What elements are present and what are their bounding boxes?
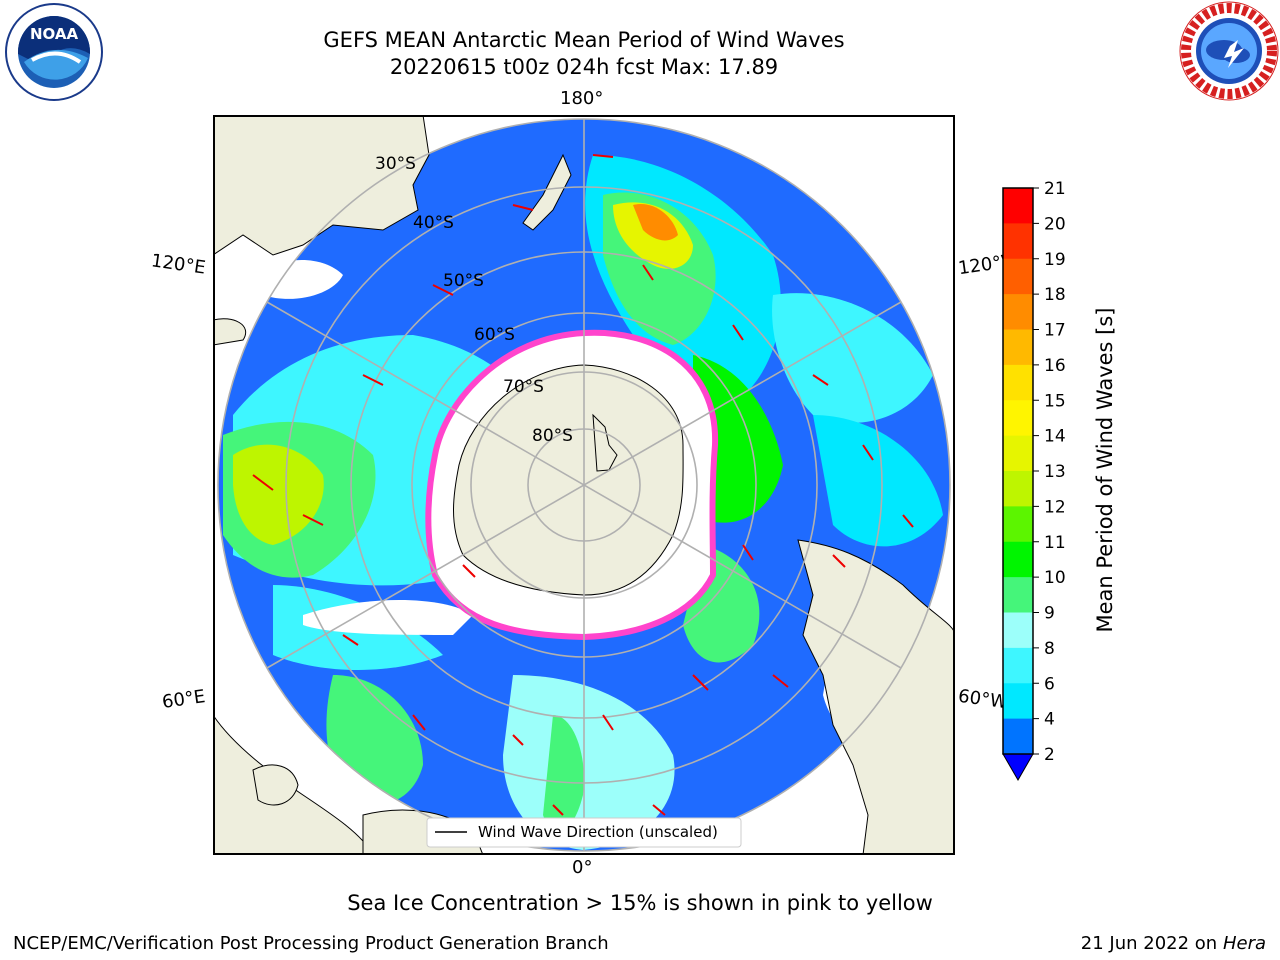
- colorbar-tick-label: 11: [1044, 533, 1066, 553]
- lat-label-70s: 70°S: [503, 377, 544, 397]
- colorbar-band: [1003, 577, 1033, 613]
- colorbar-tick-label: 19: [1044, 250, 1066, 270]
- colorbar-band: [1003, 506, 1033, 543]
- colorbar-tick-label: 16: [1044, 356, 1066, 376]
- chart-title: GEFS MEAN Antarctic Mean Period of Wind …: [323, 28, 845, 52]
- colorbar-band: [1003, 188, 1033, 224]
- colorbar-tick-label: 4: [1044, 710, 1055, 730]
- colorbar-extend-arrow: [1002, 753, 1034, 782]
- colorbar-tick-label: 20: [1044, 214, 1066, 234]
- colorbar-band: [1003, 364, 1033, 401]
- chart-subtitle: 20220615 t00z 024h fcst Max: 17.89: [389, 55, 779, 79]
- colorbar-tick-label: 18: [1044, 285, 1066, 305]
- colorbar-band: [1003, 258, 1033, 295]
- footer-host: Hera: [1222, 933, 1266, 954]
- footer-left: NCEP/EMC/Verification Post Processing Pr…: [13, 933, 609, 954]
- map-frame: [213, 115, 955, 855]
- map-legend: Wind Wave Direction (unscaled): [426, 817, 742, 848]
- colorbar-band: [1003, 223, 1033, 260]
- colorbar-tick-label: 13: [1044, 462, 1066, 482]
- lat-label-60s: 60°S: [474, 325, 515, 345]
- colorbar-label: Mean Period of Wind Waves [s]: [1093, 308, 1117, 633]
- madagascar: [252, 764, 299, 806]
- nws-logo: [1179, 1, 1279, 101]
- colorbar-band: [1003, 683, 1033, 720]
- colorbar-band: [1003, 612, 1033, 649]
- colorbar-band: [1003, 400, 1033, 437]
- antarctic-map: 30°S 40°S 50°S 60°S 70°S 80°S Wind Wave …: [213, 115, 955, 855]
- colorbar-tick-label: 2: [1044, 745, 1055, 765]
- lat-label-80s: 80°S: [532, 426, 573, 446]
- lat-label-50s: 50°S: [443, 271, 484, 291]
- lon-label-0: 0°: [572, 857, 593, 878]
- colorbar-band: [1003, 647, 1033, 684]
- colorbar-band: [1003, 294, 1033, 330]
- colorbar-tick-label: 6: [1044, 674, 1055, 694]
- footer-date: 21 Jun 2022 on: [1080, 933, 1218, 954]
- new-zealand: [522, 153, 572, 231]
- footer-right: 21 Jun 2022 on Hera: [1081, 933, 1266, 954]
- colorbar-band: [1003, 471, 1033, 507]
- lon-label-120e: 120°E: [149, 250, 207, 279]
- lon-label-60e: 60°E: [160, 686, 207, 713]
- colorbar-band: [1003, 329, 1033, 366]
- colorbar-tick-label: 8: [1044, 639, 1055, 659]
- colorbar-band: [1003, 541, 1033, 578]
- noaa-logo-text: NOAA: [30, 25, 79, 43]
- sea-ice-note: Sea Ice Concentration > 15% is shown in …: [347, 891, 933, 915]
- colorbar-tick-label: 9: [1044, 604, 1055, 624]
- legend-label: Wind Wave Direction (unscaled): [478, 823, 718, 841]
- wind-wave-arrows: [252, 154, 914, 816]
- colorbar-tick-label: 14: [1044, 427, 1066, 447]
- colorbar: 2 4 6 8 9 10 11 12 13 14 15 16 17 18 19 20 21 Mean Perio…: [1002, 180, 1117, 782]
- colorbar-band: [1003, 718, 1033, 755]
- south-america: [797, 539, 955, 855]
- colorbar-tick-label: 12: [1044, 497, 1066, 517]
- noaa-logo: NOAA: [5, 3, 103, 101]
- australia: [213, 115, 430, 256]
- colorbar-tick-label: 15: [1044, 391, 1066, 411]
- colorbar-tick-label: 21: [1044, 180, 1066, 199]
- graticule: [217, 118, 951, 852]
- lat-label-30s: 30°S: [375, 154, 416, 174]
- lat-label-40s: 40°S: [413, 213, 454, 233]
- colorbar-band: [1003, 435, 1033, 472]
- lon-label-180: 180°: [560, 88, 604, 109]
- colorbar-tick-label: 10: [1044, 568, 1066, 588]
- colorbar-tick-label: 17: [1044, 321, 1066, 341]
